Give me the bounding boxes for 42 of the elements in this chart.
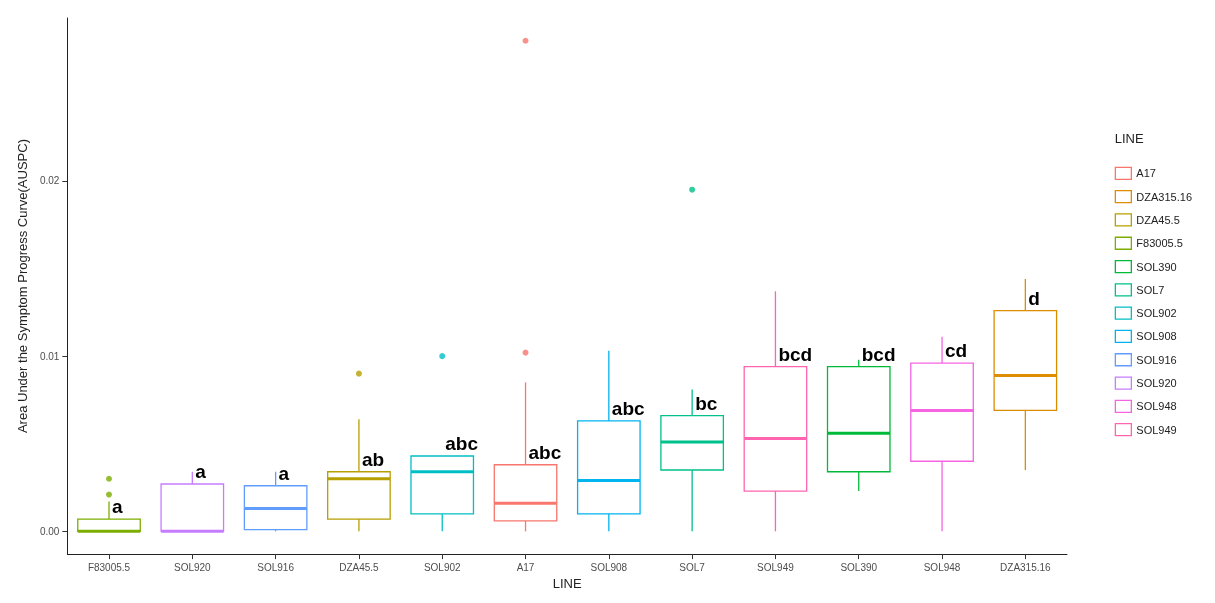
y-axis-title: Area Under the Symptom Progress Curve(AUSPC) bbox=[15, 139, 30, 434]
legend-label: SOL7 bbox=[1136, 283, 1165, 296]
x-tick-label: F83005.5 bbox=[87, 561, 131, 573]
legend-label: F83005.5 bbox=[1136, 237, 1183, 250]
legend-label: SOL920 bbox=[1136, 377, 1177, 390]
legend-label: SOL908 bbox=[1136, 330, 1177, 343]
x-tick-label: DZA45.5 bbox=[339, 561, 380, 573]
x-tick-label: SOL948 bbox=[923, 561, 961, 573]
y-tick-label: 0.00 bbox=[39, 525, 60, 537]
legend-label: A17 bbox=[1136, 167, 1156, 180]
annotation: a bbox=[195, 461, 207, 483]
x-tick-label: SOL920 bbox=[173, 561, 212, 573]
legend-label: DZA315.16 bbox=[1136, 190, 1193, 203]
x-tick-label: SOL390 bbox=[840, 561, 878, 573]
legend-label: SOL948 bbox=[1136, 400, 1177, 413]
x-tick-label: SOL949 bbox=[757, 561, 795, 573]
x-tick-label: A17 bbox=[516, 561, 535, 573]
annotation: bcd bbox=[861, 343, 896, 365]
x-tick-label: SOL916 bbox=[257, 561, 295, 573]
x-tick-label: DZA315.16 bbox=[1000, 561, 1052, 573]
annotation: abc bbox=[528, 441, 562, 463]
x-axis-title: LINE bbox=[552, 576, 582, 591]
x-tick-label: SOL902 bbox=[423, 561, 462, 573]
annotation: a bbox=[112, 496, 124, 518]
y-tick-label: 0.01 bbox=[39, 350, 60, 362]
y-tick-label: 0.02 bbox=[39, 175, 60, 187]
legend-title: LINE bbox=[1114, 130, 1144, 146]
annotation: abc bbox=[611, 397, 646, 419]
x-tick-label: SOL7 bbox=[679, 561, 706, 573]
annotation: d bbox=[1028, 287, 1040, 309]
annotation: cd bbox=[945, 340, 968, 362]
annotation: bcd bbox=[778, 343, 813, 365]
x-tick-label: SOL908 bbox=[590, 561, 628, 573]
legend-label: SOL902 bbox=[1136, 307, 1177, 320]
legend-label: SOL390 bbox=[1136, 260, 1177, 273]
annotation: ab bbox=[361, 448, 385, 470]
annotation: a bbox=[278, 462, 290, 484]
legend-label: SOL916 bbox=[1136, 353, 1177, 366]
annotation: abc bbox=[445, 432, 479, 454]
annotation: bc bbox=[695, 392, 718, 414]
legend-label: DZA45.5 bbox=[1136, 213, 1180, 226]
legend-label: SOL949 bbox=[1136, 423, 1177, 436]
